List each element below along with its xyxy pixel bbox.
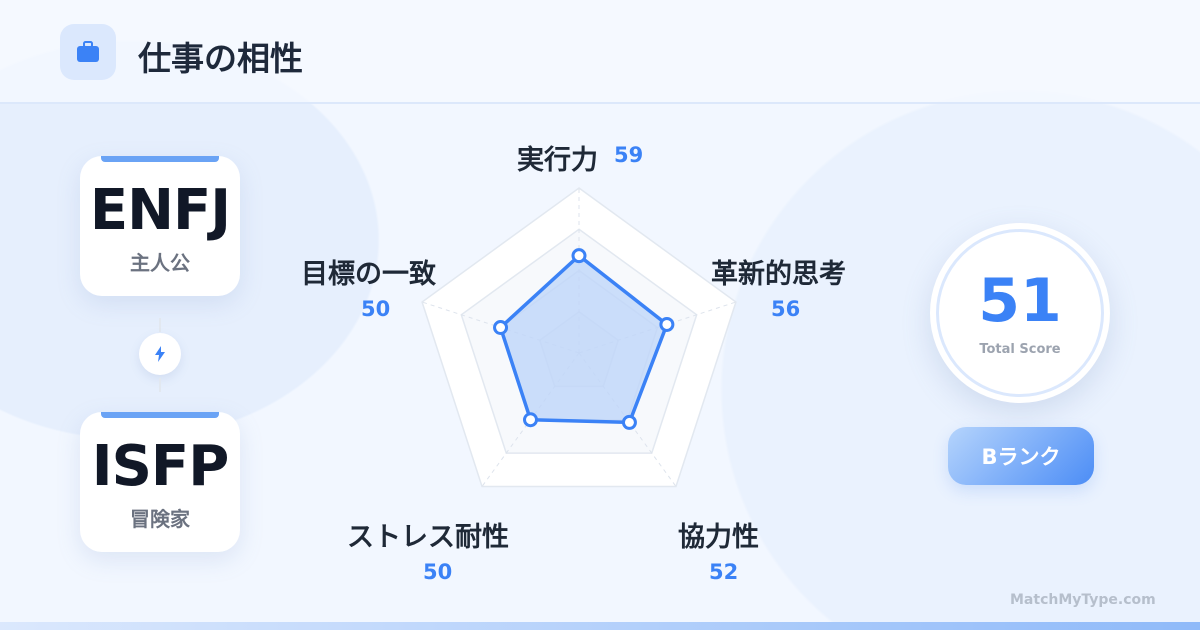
data-area [498,253,669,425]
data-point [659,316,675,332]
data-point [621,414,637,430]
rank-badge: Bランク [948,427,1094,485]
axis-value: 50 [361,297,391,321]
type-code: ENFJ [89,178,231,243]
axis-value: 52 [709,560,739,584]
data-point [523,412,539,428]
type-nickname: 主人公 [130,251,190,275]
axis-label: 実行力 [517,145,598,176]
axis-label: 目標の一致 [301,259,436,290]
type-card-1: ENFJ 主人公 [80,156,240,296]
briefcase-icon [60,24,116,80]
card-accent [101,156,219,162]
axis-label: 革新的思考 [711,259,846,290]
data-point [571,248,587,264]
axis-label: ストレス耐性 [347,522,509,553]
score-ring [936,229,1104,397]
type-card-2: ISFP 冒険家 [80,412,240,552]
footer-brand: MatchMyType.com [1010,592,1156,608]
connector-line [159,378,161,392]
axis-value: 59 [614,143,644,167]
page-title: 仕事の相性 [138,39,303,78]
total-score-badge: 51 Total Score [930,223,1110,403]
bottom-bar [0,622,1200,630]
lightning-icon [139,333,181,375]
type-code: ISFP [91,434,229,499]
axis-value: 50 [423,560,453,584]
data-point [493,320,509,336]
header: 仕事の相性 [0,0,1200,104]
card-accent [101,412,219,418]
type-nickname: 冒険家 [130,507,190,531]
connector-line [159,318,161,332]
axis-label: 協力性 [678,522,759,553]
score-value: 51 [978,266,1062,336]
score-label: Total Score [979,342,1061,357]
axis-value: 56 [771,297,801,321]
